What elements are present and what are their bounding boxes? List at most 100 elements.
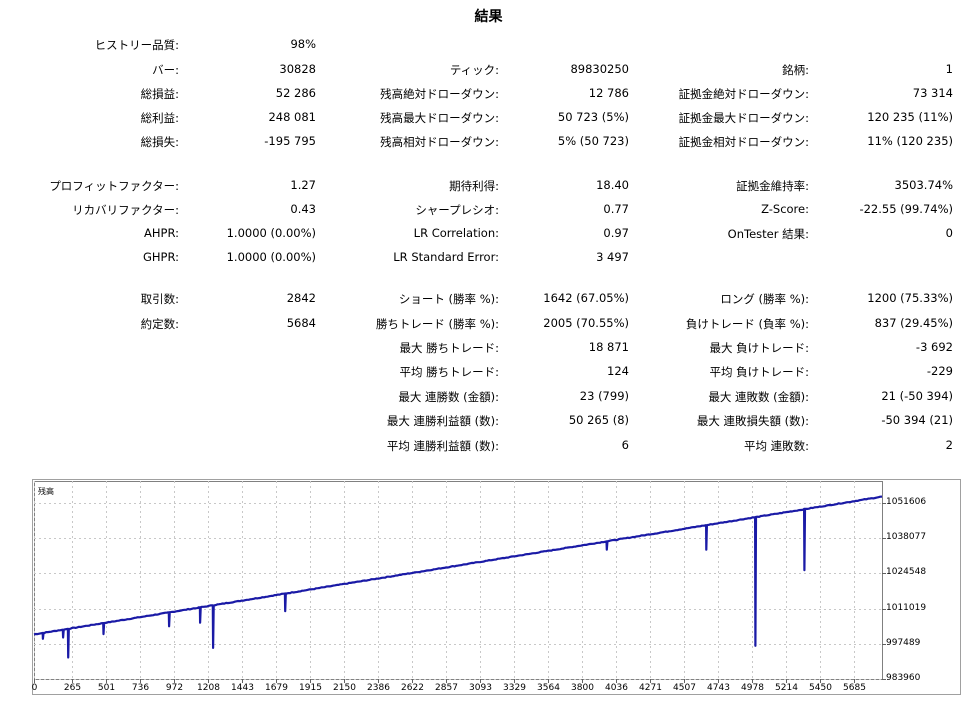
- stat-label: 証拠金最大ドローダウン:: [678, 111, 809, 125]
- stats-row: 約定数: 5684 勝ちトレード (勝率 %): 2005 (70.55%) 負けトレー…: [0, 316, 977, 332]
- stat-value: 1.27: [290, 178, 316, 192]
- stat-value: 30828: [279, 62, 316, 76]
- x-tick-label: 736: [131, 683, 150, 693]
- stat-value: 18 871: [588, 340, 629, 354]
- stats-row: 総利益: 248 081 残高最大ドローダウン: 50 723 (5%) 証拠金最大ドロ…: [0, 110, 977, 126]
- stat-value: 6: [621, 438, 629, 452]
- stats-row: 最大 連勝利益額 (数): 50 265 (8) 最大 連敗損失額 (数): -50 …: [0, 413, 977, 429]
- x-tick-label: 1679: [265, 683, 288, 693]
- stats-row: 最大 連勝数 (金額): 23 (799) 最大 連敗数 (金額): 21 (-50 …: [0, 389, 977, 405]
- stats-row: GHPR: 1.0000 (0.00%) LR Standard Error: 3 4…: [0, 250, 977, 266]
- stats-row: 総損益: 52 286 残高絶対ドローダウン: 12 786 証拠金絶対ドローダウン: 7…: [0, 86, 977, 102]
- stat-value: 0.43: [290, 202, 316, 216]
- stat-label: ヒストリー品質:: [94, 38, 179, 52]
- stat-value: 89830250: [570, 62, 629, 76]
- plot-area: [34, 481, 883, 680]
- stat-label: 証拠金維持率:: [736, 179, 809, 193]
- stat-value: 0: [945, 226, 953, 240]
- stat-label: OnTester 結果:: [727, 227, 809, 241]
- y-tick-label: 1038077: [886, 532, 927, 542]
- stat-value: 248 081: [268, 110, 316, 124]
- stat-value: 18.40: [596, 178, 629, 192]
- stat-label: 平均 連勝利益額 (数):: [386, 439, 499, 453]
- stat-label: 総損失:: [140, 135, 179, 149]
- stats-row: リカバリファクター: 0.43 シャープレシオ: 0.77 Z-Score: -22.55…: [0, 202, 977, 218]
- balance-line: [33, 495, 883, 659]
- x-tick-label: 4743: [707, 683, 730, 693]
- stat-label: 最大 負けトレード:: [709, 341, 809, 355]
- stat-value: 11% (120 235): [867, 134, 953, 148]
- stat-label: リカバリファクター:: [72, 203, 179, 217]
- stat-value: 124: [607, 364, 629, 378]
- stats-row: 平均 連勝利益額 (数): 6 平均 連敗数: 2: [0, 438, 977, 454]
- stat-value: 1: [945, 62, 953, 76]
- stat-label: ロング (勝率 %):: [720, 292, 809, 306]
- y-tick-label: 997489: [886, 638, 921, 648]
- x-tick-label: 2622: [401, 683, 424, 693]
- stats-row: 総損失: -195 795 残高相対ドローダウン: 5% (50 723) 証拠金相対ド…: [0, 134, 977, 150]
- x-tick-label: 3800: [571, 683, 594, 693]
- stat-label: 最大 連敗数 (金額):: [708, 390, 809, 404]
- stat-label: 負けトレード (負率 %):: [685, 317, 809, 331]
- stat-label: 総利益:: [140, 111, 179, 125]
- stat-label: 総損益:: [140, 87, 179, 101]
- balance-chart-svg: [32, 479, 961, 695]
- stat-label: 銘柄:: [782, 63, 809, 77]
- stat-label: 証拠金相対ドローダウン:: [678, 135, 809, 149]
- x-tick-label: 3329: [503, 683, 526, 693]
- x-tick-label: 501: [97, 683, 116, 693]
- stat-label: シャープレシオ:: [415, 203, 499, 217]
- stat-value: 1200 (75.33%): [867, 291, 953, 305]
- stats-row: ヒストリー品質: 98%: [0, 37, 977, 53]
- stat-value: 2005 (70.55%): [543, 316, 629, 330]
- stat-value: -195 795: [264, 134, 316, 148]
- stat-label: 勝ちトレード (勝率 %):: [375, 317, 499, 331]
- stat-label: ティック:: [449, 63, 499, 77]
- stat-value: 50 723 (5%): [557, 110, 629, 124]
- stat-value: 12 786: [588, 86, 629, 100]
- stat-value: 120 235 (11%): [867, 110, 953, 124]
- y-tick-label: 983960: [886, 673, 921, 683]
- stat-label: バー:: [152, 63, 179, 77]
- stat-value: 1.0000 (0.00%): [226, 250, 316, 264]
- stat-label: 最大 連勝利益額 (数):: [386, 414, 499, 428]
- x-tick-label: 4978: [741, 683, 764, 693]
- x-tick-label: 3564: [537, 683, 560, 693]
- stats-row: プロフィットファクター: 1.27 期待利得: 18.40 証拠金維持率: 3503.74…: [0, 178, 977, 194]
- stat-label: 期待利得:: [449, 179, 499, 193]
- stat-label: 残高絶対ドローダウン:: [380, 87, 499, 101]
- stats-row: 取引数: 2842 ショート (勝率 %): 1642 (67.05%) ロング (勝率…: [0, 291, 977, 307]
- y-tick-label: 1024548: [886, 567, 927, 577]
- stats-row: AHPR: 1.0000 (0.00%) LR Correlation: 0.97 On…: [0, 226, 977, 242]
- stat-value: -22.55 (99.74%): [859, 202, 953, 216]
- stat-value: 23 (799): [579, 389, 629, 403]
- stat-value: 98%: [290, 37, 316, 51]
- stats-row: バー: 30828 ティック: 89830250 銘柄: 1: [0, 62, 977, 78]
- stat-value: 2: [945, 438, 953, 452]
- stat-label: 取引数:: [140, 292, 179, 306]
- stat-value: 73 314: [912, 86, 953, 100]
- x-tick-label: 5685: [843, 683, 866, 693]
- x-tick-label: 0: [31, 683, 38, 693]
- stat-label: 最大 連勝数 (金額):: [398, 390, 499, 404]
- stat-value: -50 394 (21): [881, 413, 953, 427]
- stat-value: -229: [926, 364, 953, 378]
- x-tick-label: 2150: [333, 683, 356, 693]
- stat-value: 1642 (67.05%): [543, 291, 629, 305]
- stat-label: AHPR:: [144, 226, 179, 240]
- x-tick-label: 3093: [469, 683, 492, 693]
- stat-value: 1.0000 (0.00%): [226, 226, 316, 240]
- x-tick-label: 2386: [367, 683, 390, 693]
- x-tick-label: 972: [165, 683, 184, 693]
- stat-value: 837 (29.45%): [874, 316, 953, 330]
- results-title: 結果: [474, 9, 503, 25]
- stat-label: プロフィットファクター:: [49, 179, 179, 193]
- stat-label: ショート (勝率 %):: [398, 292, 499, 306]
- stats-row: 最大 勝ちトレード: 18 871 最大 負けトレード: -3 692: [0, 340, 977, 356]
- x-tick-label: 1443: [231, 683, 254, 693]
- stat-label: GHPR:: [142, 250, 179, 264]
- stat-label: 平均 負けトレード:: [709, 365, 809, 379]
- stat-label: 残高最大ドローダウン:: [380, 111, 499, 125]
- stat-label: 平均 勝ちトレード:: [399, 365, 499, 379]
- stat-label: Z-Score:: [761, 202, 809, 216]
